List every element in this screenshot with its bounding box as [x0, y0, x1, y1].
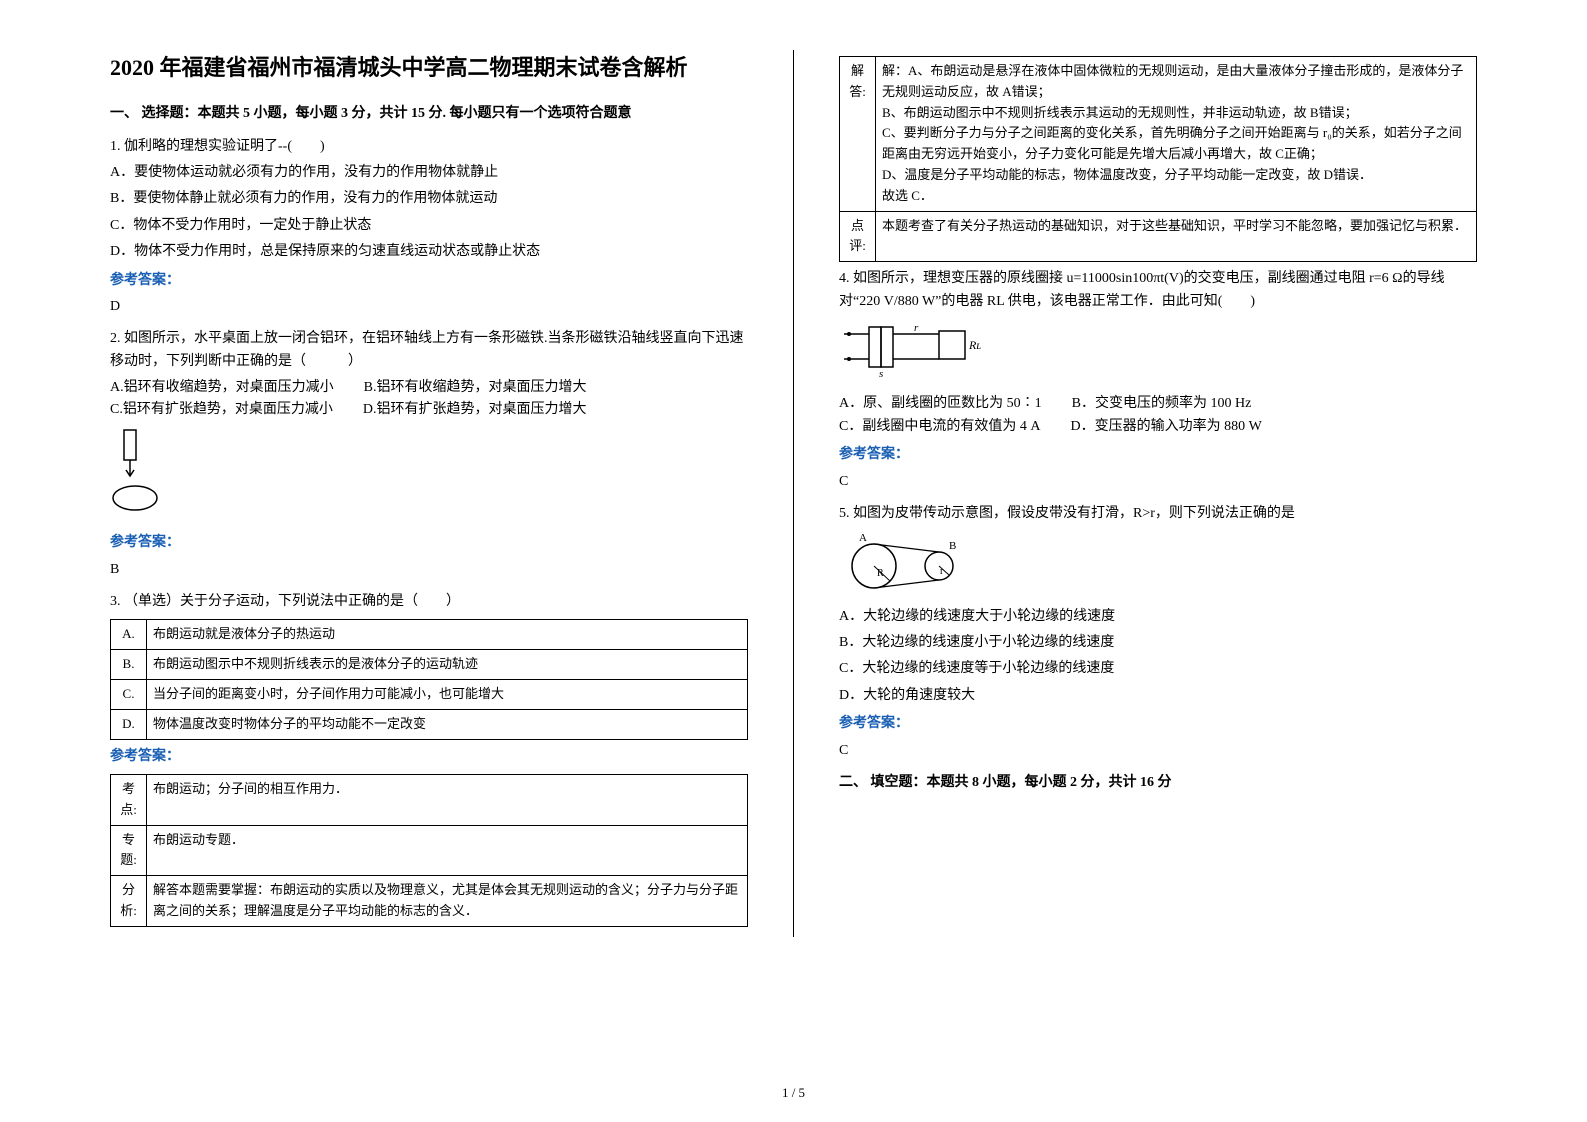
q3-kaodian: 布朗运动；分子间的相互作用力． — [147, 775, 748, 826]
table-row: 分析: 解答本题需要掌握：布朗运动的实质以及物理意义，尤其是体会其无规则运动的含… — [111, 876, 748, 927]
q3-row-C-label: C. — [111, 680, 147, 710]
q1-optB: B．要使物体静止就必须有力的作用，没有力的作用物体就运动 — [110, 188, 748, 210]
q3-row-C: 当分子间的距离变小时，分子间作用力可能减小，也可能增大 — [147, 680, 748, 710]
transformer-icon: r Rʟ s — [839, 319, 999, 379]
q1-optD: D．物体不受力作用时，总是保持原来的匀速直线运动状态或静止状态 — [110, 241, 748, 263]
q3-fenxi: 解答本题需要掌握：布朗运动的实质以及物理意义，尤其是体会其无规则运动的含义；分子… — [147, 876, 748, 927]
q3-row-D-label: D. — [111, 709, 147, 739]
q3-row-A: 布朗运动就是液体分子的热运动 — [147, 620, 748, 650]
svg-text:Rʟ: Rʟ — [968, 338, 981, 352]
q2-optA: A.铝环有收缩趋势，对桌面压力减小 — [110, 377, 334, 399]
table-row: C. 当分子间的距离变小时，分子间作用力可能减小，也可能增大 — [111, 680, 748, 710]
svg-text:r: r — [914, 322, 919, 334]
q5-optC: C．大轮边缘的线速度等于小轮边缘的线速度 — [839, 658, 1477, 680]
q3-kaodian-label: 考点: — [111, 775, 147, 826]
section2-head: 二、 填空题：本题共 8 小题，每小题 2 分，共计 16 分 — [839, 772, 1477, 794]
q5-optD: D．大轮的角速度较大 — [839, 685, 1477, 707]
q2-options-row1: A.铝环有收缩趋势，对桌面压力减小 B.铝环有收缩趋势，对桌面压力增大 — [110, 377, 748, 399]
q4-optA: A．原、副线圈的匝数比为 50∶1 — [839, 393, 1042, 415]
jieda-label: 解答: — [840, 57, 876, 212]
q1-ans-label: 参考答案： — [110, 270, 748, 292]
q3-row-A-label: A. — [111, 620, 147, 650]
q2-stem: 2. 如图所示，水平桌面上放一闭合铝环，在铝环轴线上方有一条形磁铁.当条形磁铁沿… — [110, 328, 748, 373]
table-row: D. 物体温度改变时物体分子的平均动能不一定改变 — [111, 709, 748, 739]
q3-ans-label: 参考答案： — [110, 746, 748, 768]
q3-row-B-label: B. — [111, 650, 147, 680]
right-column: 解答: 解：A、布朗运动是悬浮在液体中固体微粒的无规则运动，是由大量液体分子撞击… — [839, 50, 1477, 937]
page-title: 2020 年福建省福州市福清城头中学高二物理期末试卷含解析 — [110, 50, 748, 85]
dianping-label: 点评: — [840, 211, 876, 262]
svg-text:B: B — [949, 540, 956, 552]
q3-fenxi-label: 分析: — [111, 876, 147, 927]
q4-stem: 4. 如图所示，理想变压器的原线圈接 u=11000sin100πt(V)的交变… — [839, 268, 1477, 313]
q2-figure — [110, 428, 748, 526]
table-row: 点评: 本题考查了有关分子热运动的基础知识，对于这些基础知识，平时学习不能忽略，… — [840, 211, 1477, 262]
table-row: 专题: 布朗运动专题． — [111, 825, 748, 876]
q1-optC: C．物体不受力作用时，一定处于静止状态 — [110, 215, 748, 237]
left-column: 2020 年福建省福州市福清城头中学高二物理期末试卷含解析 一、 选择题：本题共… — [110, 50, 748, 937]
section1-head: 一、 选择题：本题共 5 小题，每小题 3 分，共计 15 分. 每小题只有一个… — [110, 103, 748, 125]
q3-zhuanti-label: 专题: — [111, 825, 147, 876]
q5-stem: 5. 如图为皮带传动示意图，假设皮带没有打滑，R>r，则下列说法正确的是 — [839, 503, 1477, 525]
table-row: 解答: 解：A、布朗运动是悬浮在液体中固体微粒的无规则运动，是由大量液体分子撞击… — [840, 57, 1477, 212]
q4-ans: C — [839, 471, 1477, 493]
q1-stem: 1. 伽利略的理想实验证明了--( ) — [110, 136, 748, 158]
dianping-text: 本题考查了有关分子热运动的基础知识，对于这些基础知识，平时学习不能忽略，要加强记… — [876, 211, 1477, 262]
q2-optD: D.铝环有扩张趋势，对桌面压力增大 — [363, 399, 587, 421]
svg-text:R: R — [877, 568, 884, 579]
question-3: 3. （单选）关于分子运动，下列说法中正确的是（ ） A. 布朗运动就是液体分子… — [110, 591, 748, 927]
question-1: 1. 伽利略的理想实验证明了--( ) A．要使物体运动就必须有力的作用，没有力… — [110, 136, 748, 319]
svg-text:r: r — [940, 566, 944, 577]
q4-optB: B．交变电压的频率为 100 Hz — [1072, 393, 1252, 415]
belt-drive-icon: A B R r — [839, 531, 979, 591]
q4-row2: C．副线圈中电流的有效值为 4 A D．变压器的输入功率为 880 W — [839, 416, 1477, 438]
q2-ans-label: 参考答案： — [110, 532, 748, 554]
q2-optB: B.铝环有收缩趋势，对桌面压力增大 — [364, 377, 587, 399]
q3-solution-table: 解答: 解：A、布朗运动是悬浮在液体中固体微粒的无规则运动，是由大量液体分子撞击… — [839, 56, 1477, 262]
svg-text:s: s — [879, 368, 883, 379]
table-row: B. 布朗运动图示中不规则折线表示的是液体分子的运动轨迹 — [111, 650, 748, 680]
q4-ans-label: 参考答案： — [839, 444, 1477, 466]
table-row: 考点: 布朗运动；分子间的相互作用力． — [111, 775, 748, 826]
q3-options-table: A. 布朗运动就是液体分子的热运动 B. 布朗运动图示中不规则折线表示的是液体分… — [110, 619, 748, 739]
q3-row-B: 布朗运动图示中不规则折线表示的是液体分子的运动轨迹 — [147, 650, 748, 680]
jieda-text: 解：A、布朗运动是悬浮在液体中固体微粒的无规则运动，是由大量液体分子撞击形成的，… — [876, 57, 1477, 212]
q2-options-row2: C.铝环有扩张趋势，对桌面压力减小 D.铝环有扩张趋势，对桌面压力增大 — [110, 399, 748, 421]
q5-ans: C — [839, 740, 1477, 762]
q2-ans: B — [110, 559, 748, 581]
q4-optC: C．副线圈中电流的有效值为 4 A — [839, 416, 1040, 438]
svg-text:A: A — [859, 532, 867, 544]
q4-optD: D．变压器的输入功率为 880 W — [1070, 416, 1261, 438]
q3-zhuanti: 布朗运动专题． — [147, 825, 748, 876]
question-4: 4. 如图所示，理想变压器的原线圈接 u=11000sin100πt(V)的交变… — [839, 268, 1477, 493]
q5-ans-label: 参考答案： — [839, 713, 1477, 735]
table-row: A. 布朗运动就是液体分子的热运动 — [111, 620, 748, 650]
q2-optC: C.铝环有扩张趋势，对桌面压力减小 — [110, 399, 333, 421]
q4-row1: A．原、副线圈的匝数比为 50∶1 B．交变电压的频率为 100 Hz — [839, 393, 1477, 415]
q1-optA: A．要使物体运动就必须有力的作用，没有力的作用物体就静止 — [110, 162, 748, 184]
q5-optB: B．大轮边缘的线速度小于小轮边缘的线速度 — [839, 632, 1477, 654]
q3-row-D: 物体温度改变时物体分子的平均动能不一定改变 — [147, 709, 748, 739]
q5-optA: A．大轮边缘的线速度大于小轮边缘的线速度 — [839, 606, 1477, 628]
q3-analysis-table: 考点: 布朗运动；分子间的相互作用力． 专题: 布朗运动专题． 分析: 解答本题… — [110, 774, 748, 927]
page-number: 1 / 5 — [0, 1083, 1587, 1104]
column-divider — [793, 50, 794, 937]
magnet-ring-icon — [110, 428, 170, 518]
q4-figure: r Rʟ s — [839, 319, 1477, 387]
question-2: 2. 如图所示，水平桌面上放一闭合铝环，在铝环轴线上方有一条形磁铁.当条形磁铁沿… — [110, 328, 748, 581]
q5-figure: A B R r — [839, 531, 1477, 599]
q3-stem: 3. （单选）关于分子运动，下列说法中正确的是（ ） — [110, 591, 748, 613]
q1-ans: D — [110, 296, 748, 318]
question-5: 5. 如图为皮带传动示意图，假设皮带没有打滑，R>r，则下列说法正确的是 A B… — [839, 503, 1477, 762]
